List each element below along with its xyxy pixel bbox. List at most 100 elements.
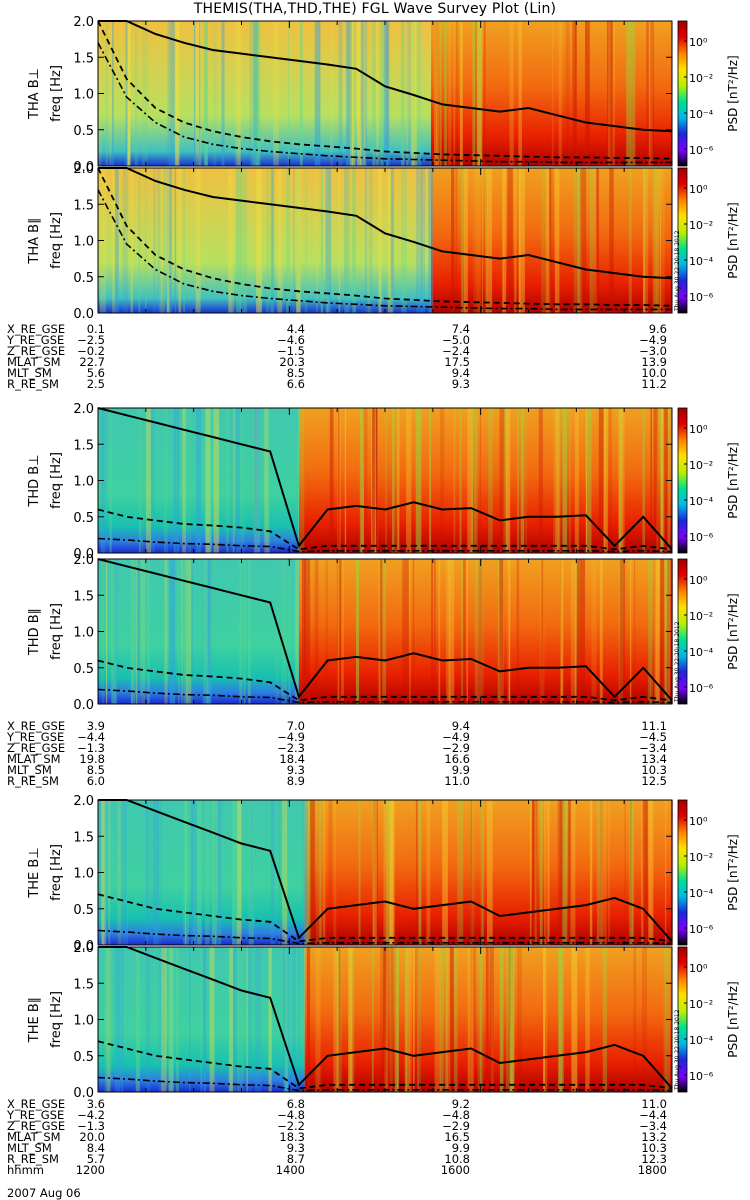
spectral-stripe [509,947,515,1092]
y-tick-label: 1.5 [73,198,94,213]
spectral-stripe [235,800,239,945]
spectral-stripe [338,408,340,553]
spectral-stripe [448,21,452,166]
ephemeris-row: hhmm 1200 1400 1600 1800 [0,1164,750,1176]
ephemeris-row: R_RE_SM 5.7 8.7 10.8 12.3 [0,1153,750,1165]
ephemeris-value: 18.4 [279,752,305,766]
spectral-stripe [115,947,121,1092]
spectral-stripe [650,559,654,704]
spectral-stripe [337,559,340,704]
spectral-stripe [568,408,571,553]
spectral-stripe [574,21,577,166]
spectral-stripe [168,947,174,1092]
spectral-stripe [209,947,215,1092]
spectral-stripe [474,559,479,704]
spectral-stripe [547,800,550,945]
spectral-stripe [648,800,653,945]
spectral-stripe [562,408,568,553]
spectral-stripe [145,800,149,945]
spectral-stripe [339,559,343,704]
y-tick-label: 0.0 [73,939,94,954]
spectral-stripe [586,408,592,553]
spectral-stripe [420,168,423,313]
colorbar [677,407,688,554]
spectral-stripe [194,21,195,166]
spectral-stripe [461,168,463,313]
ephemeris-label: Y_RE_GSE [7,333,65,347]
spectral-stripe [434,559,436,704]
spectral-stripe [325,559,328,704]
timestamp-stamp: Thu Aug 30 22:20:18 2012 [674,1009,681,1091]
spectral-stripe [570,559,576,704]
ephemeris-value: −4.6 [277,333,305,347]
ephemeris-row: X_RE_GSE 3.6 6.8 9.2 11.0 [0,1097,750,1111]
ephemeris-value: 3.6 [86,1097,105,1111]
spectral-stripe [127,800,129,945]
spectral-stripe [416,168,420,313]
spectral-stripe [187,408,192,553]
y-tick-label: 1.0 [73,88,94,103]
spectral-stripe [277,168,283,313]
spectral-stripe [217,800,222,945]
spectral-stripe [591,559,597,704]
spectral-stripe [150,800,152,945]
spectral-stripe [247,947,253,1092]
ephemeris-row: X_RE_GSE 3.9 7.0 9.4 11.1 [0,720,750,732]
dashed-curve [97,893,673,943]
spectral-stripe [341,559,344,704]
y-tick-label: 1.0 [73,867,94,882]
spectral-stripe [314,21,321,166]
spectral-stripe [620,559,626,704]
spectral-stripe [543,947,545,1092]
ephemeris-value: 5.6 [86,366,105,380]
spectral-stripe [475,21,477,166]
spectral-stripe [507,559,511,704]
spectral-stripe [401,168,407,313]
spectral-stripe [275,559,279,704]
spectral-stripe [449,947,454,1092]
spectral-stripe [329,408,334,553]
spectral-stripe [142,21,148,166]
spectral-stripe [429,408,432,553]
spectral-stripe [557,800,563,945]
spectral-stripe [283,947,289,1092]
spectral-stripe [580,168,587,313]
y-tick-label: 2.0 [73,794,94,809]
spectral-stripe [486,168,493,313]
spectral-stripe [162,168,166,313]
spectral-stripe [169,947,173,1092]
spectral-stripe [286,168,290,313]
spectral-stripe [392,408,395,553]
spectral-stripe [203,21,208,166]
spectral-stripe [169,559,176,704]
date-label: 2007 Aug 06 [7,1186,81,1200]
spectral-stripe [438,559,441,704]
spectral-stripe [472,21,476,166]
spectral-stripe [390,168,394,313]
colorbar-label: PSD [nT²/Hz] [726,55,740,131]
spectral-stripe [453,21,456,166]
colorbar-tick-label: 10⁰ [689,36,708,49]
colorbar-tick-label: 10⁰ [689,815,708,828]
ephemeris-value: 8.5 [86,763,105,777]
freq-axis-label: freq [Hz] [49,452,64,509]
spectral-stripe [130,168,133,313]
spectral-stripe [505,408,511,553]
spectral-stripe [383,21,389,166]
spectral-stripe [106,559,108,704]
spectral-stripe [338,168,341,313]
spectral-stripe [376,408,378,553]
spectral-stripe [423,168,426,313]
spectral-stripe [229,947,233,1092]
colorbar-tick-label: 10⁻⁴ [689,646,714,659]
spectral-stripe [489,947,494,1092]
y-tick-label: 2.0 [73,941,94,956]
spectral-stripe [477,947,484,1092]
ephemeris-row: MLAT_SM 19.8 18.4 16.6 13.4 [0,752,750,766]
spectral-stripe [475,168,481,313]
spectral-stripe [434,21,439,166]
spectral-stripe [463,559,466,704]
spectral-stripe [337,408,341,553]
spectral-stripe [189,947,191,1092]
